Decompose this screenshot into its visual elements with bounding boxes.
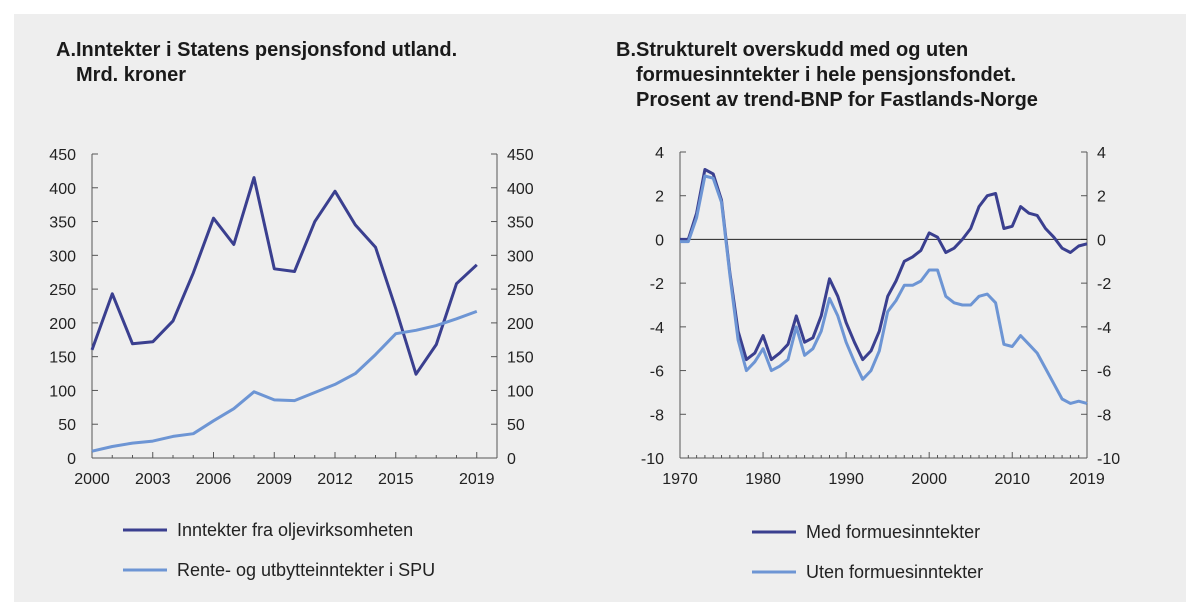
panel-a-ytick-label-left: 350 [49, 215, 76, 232]
panel-a-ytick-label-left: 400 [49, 181, 76, 198]
panel-b-xtick-label: 2000 [911, 471, 947, 488]
panel-b-ytick-label-left: -8 [650, 407, 664, 424]
panel-a-xtick-label: 2009 [256, 471, 292, 488]
panel-a-title-line-2: Mrd. kroner [76, 64, 187, 86]
panel-a-xtick-label: 2012 [317, 471, 353, 488]
panel-b-ytick-label-right: -4 [1097, 320, 1111, 337]
panel-b-xtick-label: 2019 [1069, 471, 1105, 488]
panel-a-ytick-label-left: 450 [49, 147, 76, 164]
panel-a-legend-label-2: Rente- og utbytteinntekter i SPU [177, 560, 435, 580]
panel-b-xtick-label: 1970 [662, 471, 698, 488]
panel-a-xtick-label: 2006 [196, 471, 232, 488]
panel-b-xtick-label: 2010 [994, 471, 1030, 488]
panel-a-title: A. Inntekter i Statens pensjonsfond utla… [56, 38, 458, 88]
panel-b-ytick-label-right: 2 [1097, 189, 1106, 206]
panel-a-ytick-label-left: 0 [67, 451, 76, 468]
panel-b-ytick-label-left: 0 [655, 232, 664, 249]
panel-a-legend-label-1: Inntekter fra oljevirksomheten [177, 520, 413, 540]
panel-b-ytick-label-right: 0 [1097, 232, 1106, 249]
panel-a-ytick-label-right: 450 [507, 147, 534, 164]
panel-a-series-line-2 [91, 309, 478, 453]
panel-b-series-line-1 [680, 168, 1088, 362]
panel-b-label: B. [616, 39, 636, 61]
panel-a-ytick-label-left: 200 [49, 316, 76, 333]
panel-b-ytick-label-right: -6 [1097, 364, 1111, 381]
panel-a-ytick-label-right: 250 [507, 282, 534, 299]
panel-b-ytick-label-right: -8 [1097, 407, 1111, 424]
panel-b-title-line-1: Strukturelt overskudd med og uten [636, 39, 969, 61]
panel-a-xtick-label: 2000 [74, 471, 110, 488]
panel-b-ytick-label-left: -2 [650, 276, 664, 293]
panel-a-ytick-label-left: 50 [58, 417, 76, 434]
panel-a-ytick-label-left: 300 [49, 248, 76, 265]
panel-a-ytick-label-right: 100 [507, 383, 534, 400]
panel-a-xtick-label: 2019 [459, 471, 495, 488]
panel-a-ytick-label-left: 250 [49, 282, 76, 299]
panel-a-ytick-label-left: 100 [49, 383, 76, 400]
panel-b-series-line-2 [680, 174, 1088, 405]
panel-b-ytick-label-left: -4 [650, 320, 664, 337]
panel-b-ytick-label-right: -2 [1097, 276, 1111, 293]
panel-a-xtick-label: 2015 [378, 471, 414, 488]
panel-b-legend-label-2: Uten formuesinntekter [806, 562, 983, 582]
panel-b-title-line-3: Prosent av trend-BNP for Fastlands-Norge [636, 89, 1038, 111]
panel-b-ytick-label-right: -10 [1097, 451, 1120, 468]
panel-a-ytick-label-right: 300 [507, 248, 534, 265]
panel-a-title-line-1: Inntekter i Statens pensjonsfond utland. [76, 39, 458, 61]
panel-b-xtick-label: 1980 [745, 471, 781, 488]
panel-a-xtick-label: 2003 [135, 471, 171, 488]
panel-a-ytick-label-right: 350 [507, 215, 534, 232]
panel-a-ytick-label-right: 200 [507, 316, 534, 333]
panel-b-legend-label-1: Med formuesinntekter [806, 522, 980, 542]
panel-b-ytick-label-left: -10 [641, 451, 664, 468]
panel-b-ytick-label-left: 2 [655, 189, 664, 206]
chart-background [14, 14, 1186, 602]
panel-b-title: B. Strukturelt overskudd med og uten for… [616, 38, 1038, 113]
panel-b-ytick-label-left: 4 [655, 145, 664, 162]
panel-a-ytick-label-right: 400 [507, 181, 534, 198]
panel-a-ytick-label-right: 150 [507, 350, 534, 367]
panel-a-label: A. [56, 39, 76, 61]
panel-b-title-line-2: formuesinntekter i hele pensjonsfondet. [636, 64, 1017, 86]
panel-a-ytick-label-left: 150 [49, 350, 76, 367]
panel-b-xtick-label: 1990 [828, 471, 864, 488]
panel-a-ytick-label-right: 0 [507, 451, 516, 468]
panel-b-ytick-label-left: -6 [650, 364, 664, 381]
panel-a-series-line-1 [90, 176, 478, 376]
panel-a-ytick-label-right: 50 [507, 417, 525, 434]
panel-b-ytick-label-right: 4 [1097, 145, 1106, 162]
